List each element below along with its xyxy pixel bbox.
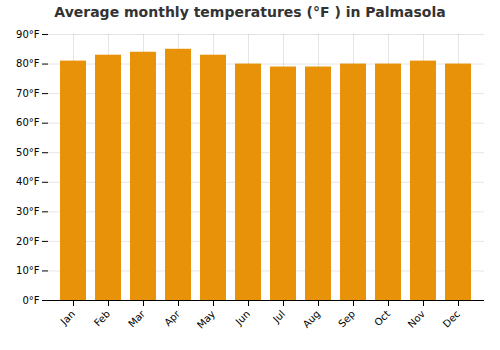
html-text:Average monthly temperatures (: Average monthly temperatures (°F ) in Pa…	[54, 4, 446, 20]
svg-text:40°F: 40°F	[16, 176, 40, 187]
svg-text:70°F: 70°F	[16, 88, 40, 99]
svg-text:Jul: Jul	[270, 308, 287, 325]
svg-text:Jan: Jan	[58, 308, 77, 327]
svg-text:Nov: Nov	[406, 308, 428, 330]
svg-text:Feb: Feb	[92, 308, 112, 328]
svg-text:Sep: Sep	[336, 308, 357, 329]
svg-text:Mar: Mar	[126, 308, 148, 330]
svg-text:30°F: 30°F	[16, 206, 40, 217]
svg-text:90°F: 90°F	[16, 29, 40, 40]
svg-text:May: May	[195, 308, 217, 330]
svg-text:Dec: Dec	[441, 308, 462, 329]
svg-text:0°F: 0°F	[22, 295, 39, 306]
svg-text:10°F: 10°F	[16, 265, 40, 276]
svg-text:50°F: 50°F	[16, 147, 40, 158]
svg-text:Oct: Oct	[372, 308, 392, 328]
svg-text:60°F: 60°F	[16, 117, 40, 128]
svg-text:80°F: 80°F	[16, 58, 40, 69]
svg-text:20°F: 20°F	[16, 236, 40, 247]
svg-text:Apr: Apr	[162, 308, 183, 329]
svg-text:Aug: Aug	[301, 308, 323, 330]
svg-text:Jun: Jun	[233, 308, 253, 328]
